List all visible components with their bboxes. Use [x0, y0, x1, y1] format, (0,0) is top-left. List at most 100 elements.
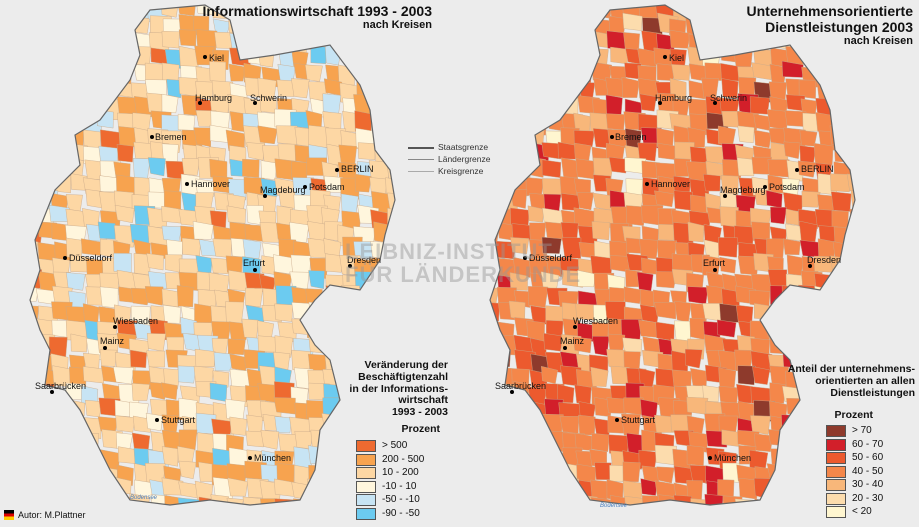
- district-cell: [245, 287, 264, 308]
- district-cell: [293, 498, 316, 505]
- district-cell: [704, 62, 724, 81]
- author-flag-icon: [4, 510, 14, 520]
- district-cell: [561, 34, 585, 56]
- district-cell: [497, 112, 517, 132]
- district-cell: [99, 65, 121, 84]
- district-cell: [30, 478, 44, 499]
- district-cell: [34, 450, 52, 473]
- district-cell: [66, 272, 86, 291]
- district-cell: [716, 319, 737, 338]
- district-cell: [817, 335, 837, 355]
- district-cell: [833, 306, 851, 325]
- city-label: Mainz: [560, 336, 585, 346]
- district-cell: [325, 512, 344, 527]
- legend-swatch: [826, 438, 846, 451]
- left-map-subtitle: nach Kreisen: [362, 19, 432, 31]
- district-cell: [324, 44, 342, 66]
- right-map-title-line1: Unternehmensorientierte: [746, 3, 913, 19]
- district-cell: [52, 5, 69, 22]
- district-cell: [846, 127, 855, 145]
- district-cell: [162, 304, 181, 324]
- district-cell: [342, 305, 362, 327]
- district-cell: [689, 146, 708, 165]
- district-cell: [65, 92, 84, 110]
- district-cell: [30, 433, 41, 455]
- district-cell: [291, 78, 310, 99]
- district-cell: [559, 415, 579, 434]
- district-cell: [850, 189, 855, 209]
- legend-swatch: [356, 494, 376, 506]
- district-cell: [390, 32, 395, 55]
- district-cell: [97, 32, 120, 52]
- district-cell: [30, 33, 38, 55]
- district-cell: [325, 498, 347, 505]
- district-cell: [353, 31, 374, 52]
- district-cell: [209, 61, 226, 84]
- district-cell: [161, 446, 179, 467]
- district-cell: [228, 63, 247, 82]
- district-cell: [374, 333, 395, 355]
- district-cell: [527, 497, 548, 505]
- district-cell: [84, 479, 106, 497]
- district-cell: [608, 156, 628, 174]
- district-cell: [509, 64, 529, 83]
- district-cell: [403, 127, 422, 149]
- district-cell: [194, 348, 216, 367]
- district-cell: [65, 5, 87, 18]
- district-cell: [273, 512, 290, 527]
- city-marker-icon: [663, 55, 667, 59]
- district-cell: [864, 335, 880, 353]
- district-cell: [593, 5, 612, 19]
- district-cell: [490, 94, 496, 114]
- district-cell: [814, 321, 834, 343]
- district-cell: [558, 77, 581, 99]
- district-cell: [52, 76, 75, 95]
- district-cell: [385, 322, 395, 345]
- district-cell: [510, 124, 531, 142]
- district-cell: [325, 253, 344, 273]
- district-cell: [736, 383, 754, 404]
- district-cell: [146, 253, 164, 271]
- district-cell: [514, 141, 534, 163]
- district-cell: [688, 5, 710, 18]
- district-cell: [277, 29, 300, 51]
- district-cell: [404, 289, 425, 308]
- district-cell: [704, 146, 725, 164]
- district-cell: [33, 77, 52, 100]
- district-cell: [36, 109, 55, 127]
- legend-label: 40 - 50: [852, 465, 884, 477]
- district-cell: [866, 191, 887, 208]
- district-cell: [226, 514, 244, 527]
- city-label: Stuttgart: [161, 415, 196, 425]
- district-cell: [798, 433, 816, 456]
- district-cell: [737, 125, 755, 144]
- district-cell: [371, 31, 393, 53]
- district-cell: [402, 306, 420, 328]
- district-cell: [69, 449, 93, 467]
- legend-label: < 20: [852, 506, 872, 517]
- district-cell: [786, 463, 807, 485]
- district-cell: [801, 515, 818, 527]
- district-cell: [655, 271, 678, 289]
- district-cell: [782, 509, 801, 527]
- district-cell: [308, 270, 325, 289]
- district-cell: [372, 111, 395, 128]
- district-cell: [785, 273, 803, 295]
- district-cell: [133, 158, 151, 180]
- district-cell: [559, 5, 580, 19]
- district-cell: [30, 190, 44, 211]
- district-cell: [785, 494, 808, 505]
- district-cell: [353, 289, 375, 311]
- district-cell: [510, 237, 530, 255]
- district-cell: [685, 348, 703, 369]
- district-cell: [493, 82, 512, 102]
- district-cell: [849, 143, 855, 165]
- district-cell: [688, 80, 707, 100]
- district-cell: [849, 305, 855, 324]
- district-cell: [322, 477, 341, 497]
- district-cell: [606, 349, 626, 369]
- district-cell: [490, 160, 497, 179]
- district-cell: [720, 5, 738, 20]
- district-cell: [656, 466, 675, 484]
- district-cell: [704, 493, 724, 505]
